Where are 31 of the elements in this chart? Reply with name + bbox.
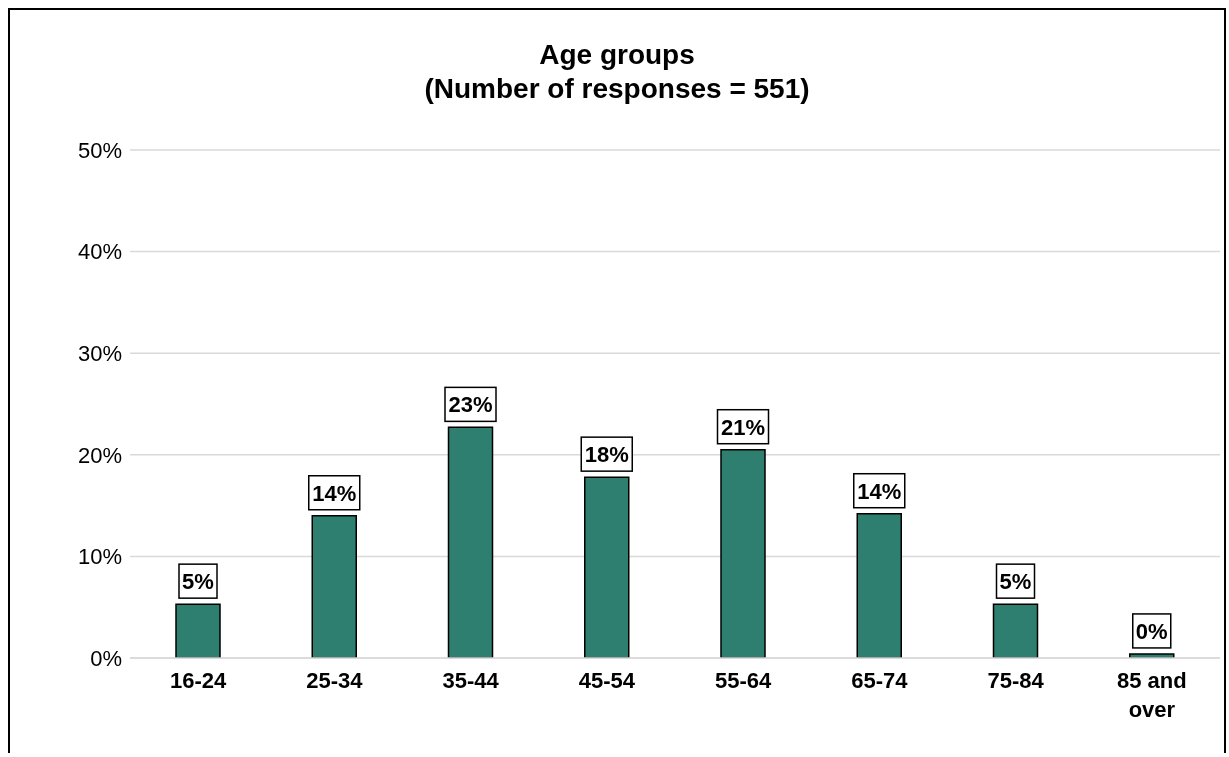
data-label: 14%	[312, 480, 357, 506]
y-tick-label: 50%	[77, 137, 122, 163]
x-tick-label: 45-54	[578, 668, 636, 693]
data-label: 18%	[584, 442, 629, 468]
y-tick-label: 30%	[77, 341, 122, 367]
y-tick-label: 40%	[77, 239, 122, 265]
y-tick-label: 10%	[77, 544, 122, 570]
x-tick-label: 16-24	[169, 668, 228, 693]
bar	[175, 603, 221, 658]
bar	[856, 512, 902, 658]
x-tick-label: 55-64	[714, 668, 773, 693]
y-tick-label: 20%	[77, 442, 122, 468]
data-label: 14%	[857, 478, 902, 504]
bar	[584, 476, 630, 658]
chart-subtitle: (Number of responses = 551)	[423, 72, 811, 106]
x-tick-label: 25-34	[306, 668, 364, 693]
x-tick-label: 65-74	[851, 668, 909, 693]
bar	[447, 426, 494, 658]
x-tick-label: 75-84	[987, 668, 1045, 693]
bar	[720, 448, 766, 658]
y-tick-label: 0%	[90, 645, 122, 671]
bar	[311, 515, 357, 658]
bar	[992, 603, 1039, 658]
data-label: 5%	[999, 569, 1032, 595]
data-label: 0%	[1135, 618, 1168, 644]
x-tick-label: 85 and over	[1117, 668, 1187, 722]
data-label: 23%	[448, 392, 493, 418]
data-label: 5%	[182, 569, 214, 595]
x-tick-label: 35-44	[442, 668, 500, 693]
chart-title: Age groups	[538, 38, 696, 72]
data-label: 21%	[720, 414, 766, 440]
